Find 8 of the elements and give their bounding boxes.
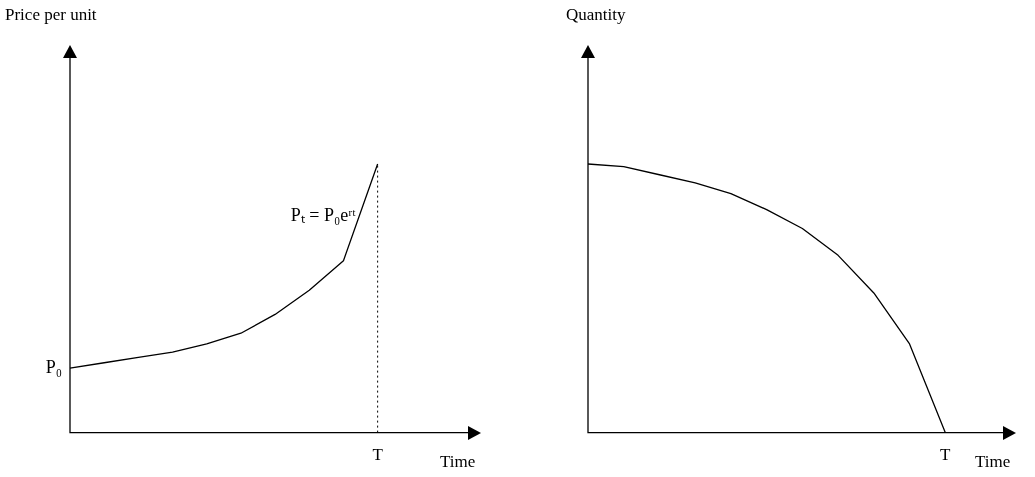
text: T [372, 444, 383, 464]
y-axis-title: Price per unit [5, 5, 97, 24]
text: T [940, 444, 952, 464]
x-axis-title: Time [440, 451, 476, 471]
y-axis-title: Quantity [566, 5, 626, 24]
x-axis-title: Time [975, 451, 1011, 471]
text: P₀ [45, 356, 62, 377]
annotation: Pₜ = P₀eʳᵗ [290, 204, 357, 225]
